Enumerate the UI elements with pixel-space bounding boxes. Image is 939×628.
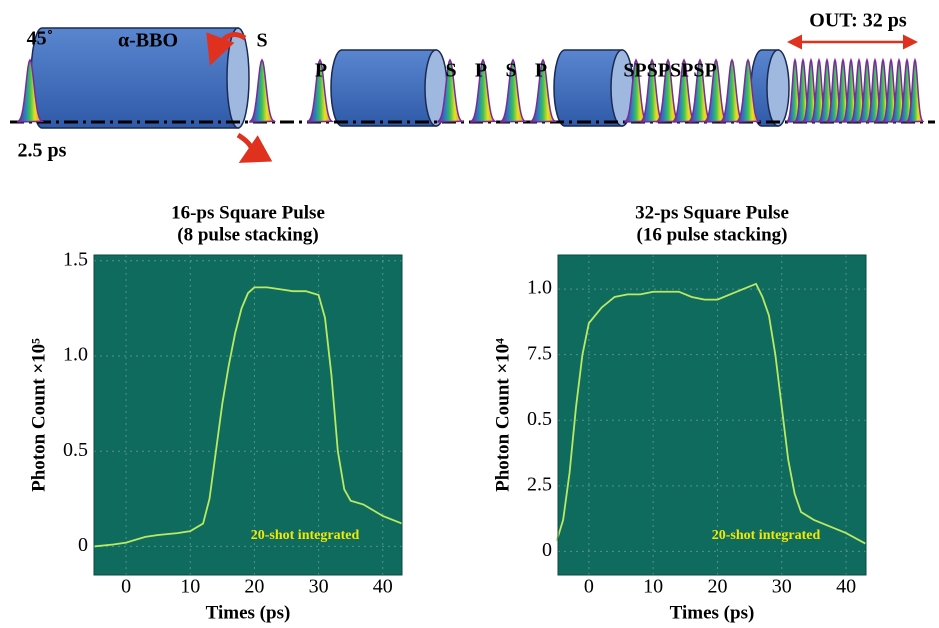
charts: 16-ps Square Pulse(8 pulse stacking) Time…: [28, 202, 867, 623]
rotation-arrow: [236, 132, 273, 163]
pulse: [307, 58, 335, 123]
y-tick-label: 0.5: [527, 408, 552, 430]
pulse: [470, 58, 498, 123]
x-tick-label: 20: [707, 576, 727, 598]
x-axis-label: Times (ps): [670, 602, 755, 623]
pulse: [530, 58, 558, 123]
crystal-body: [553, 49, 623, 127]
diagram-label: S: [505, 60, 516, 82]
diagram-label: 45˚: [27, 28, 54, 50]
data-line: [555, 282, 866, 545]
y-axis-label: Photon Count ×10⁴: [492, 338, 513, 492]
plot-area: [94, 255, 402, 575]
y-axis-label: Photon Count ×10⁵: [28, 338, 49, 492]
data-line: [93, 286, 403, 548]
chart-title: 32-ps Square Pulse: [635, 202, 789, 223]
y-tick-label: 1.0: [63, 344, 88, 366]
diagram-label: SPSPSPSP: [623, 60, 716, 82]
y-tick-label: 0.5: [63, 439, 88, 461]
diagram-label: P: [535, 60, 547, 82]
y-tick-label: 7.5: [527, 342, 552, 364]
diagram-label: 2.5 ps: [18, 140, 67, 162]
chart-title: 16-ps Square Pulse: [171, 202, 325, 223]
rotation-arrow: [206, 32, 247, 66]
crystal-body: [330, 49, 437, 127]
annotation: 20-shot integrated: [712, 528, 821, 543]
x-tick-label: 20: [244, 576, 264, 598]
x-tick-label: 40: [836, 576, 856, 598]
y-tick-label: 1.5: [63, 248, 88, 270]
x-tick-label: 0: [121, 576, 131, 598]
pulse: [736, 58, 761, 123]
x-tick-label: 0: [584, 576, 594, 598]
pulse: [500, 58, 528, 123]
chart-subtitle: (16 pulse stacking): [637, 224, 788, 245]
diagram-label: S: [445, 60, 456, 82]
crystal-face: [226, 27, 250, 129]
diagram-label: P: [475, 60, 487, 82]
y-tick-label: 0: [542, 539, 552, 561]
y-tick-label: 0: [78, 534, 88, 556]
plot-frame: [557, 254, 867, 576]
pulse: [437, 58, 465, 123]
x-tick-label: 30: [309, 576, 329, 598]
chart-subtitle: (8 pulse stacking): [177, 224, 318, 245]
y-tick-label: 1.0: [527, 277, 552, 299]
x-tick-label: 30: [772, 576, 792, 598]
y-tick-label: 2.5: [527, 473, 552, 495]
pulse: [906, 57, 925, 123]
diagram-label: α-BBO: [118, 30, 178, 52]
x-tick-label: 40: [373, 576, 393, 598]
pulse: [249, 58, 277, 123]
diagram-label: OUT: 32 ps: [809, 10, 907, 32]
pulse: [720, 58, 745, 123]
x-axis-label: Times (ps): [206, 602, 291, 623]
x-tick-label: 10: [180, 576, 200, 598]
pulse: [17, 58, 45, 123]
x-tick-label: 10: [643, 576, 663, 598]
crystal-face: [766, 49, 790, 127]
plot-area: [558, 255, 866, 575]
diagram-label: S: [256, 30, 267, 52]
annotation: 20-shot integrated: [251, 528, 360, 543]
plot-frame: [93, 254, 403, 576]
diagram-label: P: [315, 60, 327, 82]
